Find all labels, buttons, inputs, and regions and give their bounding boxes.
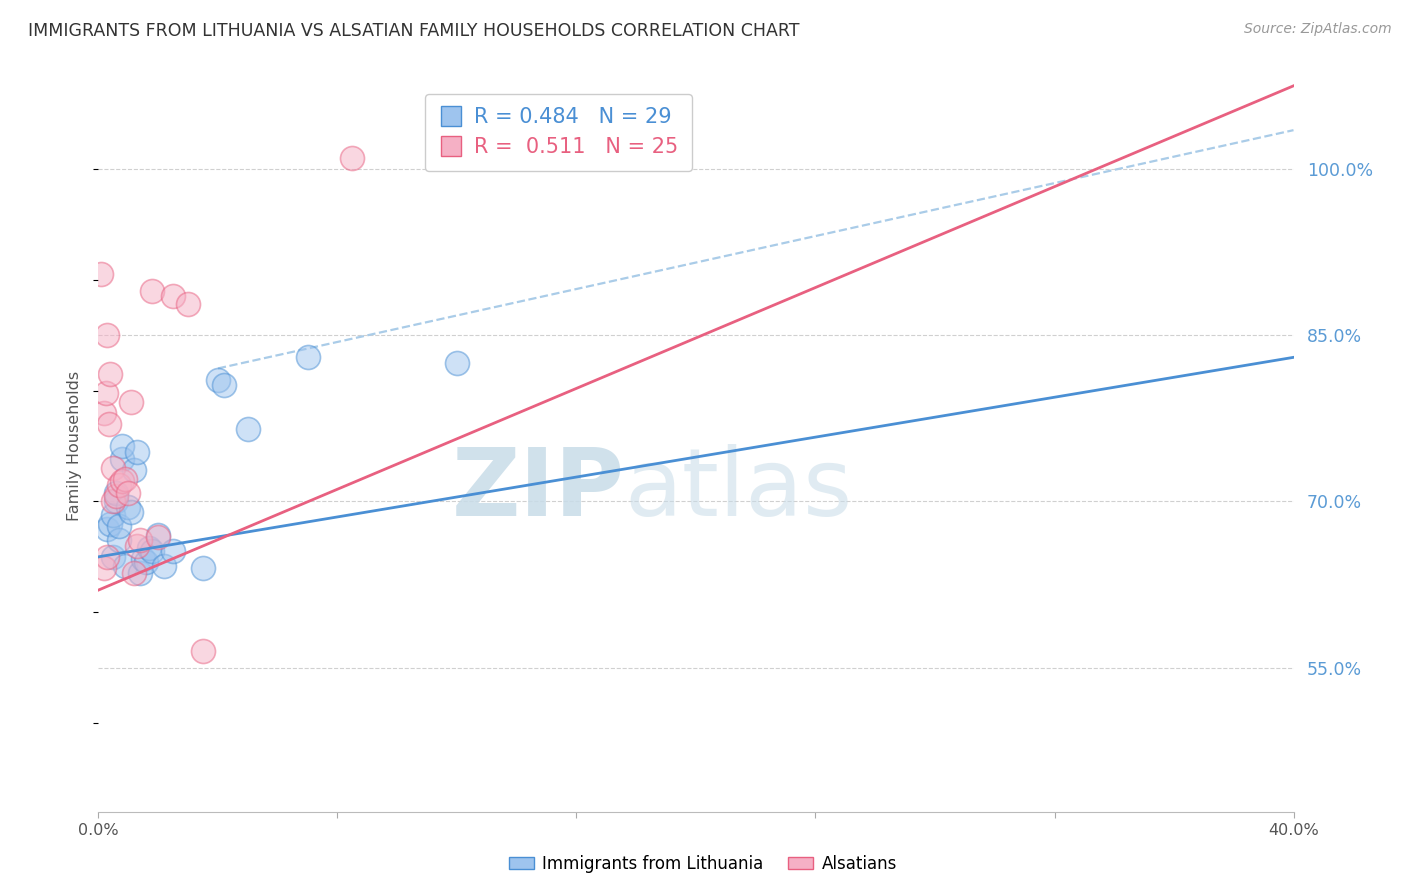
Point [148, 530, 170, 544]
Point [236, 422, 259, 436]
Point [162, 544, 184, 558]
Point [90, 267, 112, 281]
Point [94, 385, 117, 400]
Point [114, 558, 136, 573]
Point [105, 494, 128, 508]
Point [129, 566, 152, 581]
Point [114, 472, 136, 486]
Point [207, 372, 229, 386]
Point [117, 485, 139, 500]
Point [212, 378, 235, 392]
Point [297, 351, 319, 365]
Point [177, 297, 200, 311]
Legend: Immigrants from Lithuania, Alsatians: Immigrants from Lithuania, Alsatians [502, 848, 904, 880]
Point [124, 566, 146, 581]
Text: Source: ZipAtlas.com: Source: ZipAtlas.com [1244, 22, 1392, 37]
Text: atlas: atlas [624, 444, 852, 536]
Point [124, 463, 146, 477]
Point [108, 477, 131, 491]
Y-axis label: Family Households: Family Households [67, 371, 83, 521]
Point [135, 555, 157, 569]
Point [103, 549, 125, 564]
Point [342, 151, 364, 165]
Point [96, 549, 118, 564]
Point [117, 500, 139, 514]
Point [103, 494, 125, 508]
Point [153, 558, 176, 573]
Point [127, 539, 149, 553]
Text: IMMIGRANTS FROM LITHUANIA VS ALSATIAN FAMILY HOUSEHOLDS CORRELATION CHART: IMMIGRANTS FROM LITHUANIA VS ALSATIAN FA… [28, 22, 800, 40]
Point [93, 561, 115, 575]
Point [111, 452, 134, 467]
Point [129, 533, 152, 548]
Point [96, 522, 118, 536]
Legend: R = 0.484   N = 29, R =  0.511   N = 25: R = 0.484 N = 29, R = 0.511 N = 25 [425, 94, 692, 170]
Point [93, 406, 115, 420]
Point [162, 289, 184, 303]
Point [132, 552, 155, 566]
Point [97, 417, 120, 431]
Point [141, 544, 163, 558]
Point [111, 439, 134, 453]
Point [120, 394, 142, 409]
Point [141, 284, 163, 298]
Point [96, 328, 118, 343]
Point [105, 485, 128, 500]
Point [105, 489, 128, 503]
Point [446, 356, 468, 370]
Point [100, 367, 122, 381]
Point [103, 508, 125, 522]
Point [103, 461, 125, 475]
Point [148, 527, 170, 541]
Point [191, 561, 214, 575]
Point [108, 518, 131, 533]
Point [100, 516, 122, 531]
Point [111, 475, 134, 489]
Text: ZIP: ZIP [451, 444, 624, 536]
Point [127, 444, 149, 458]
Point [108, 533, 131, 548]
Point [191, 644, 214, 658]
Point [138, 541, 160, 555]
Point [120, 506, 142, 520]
